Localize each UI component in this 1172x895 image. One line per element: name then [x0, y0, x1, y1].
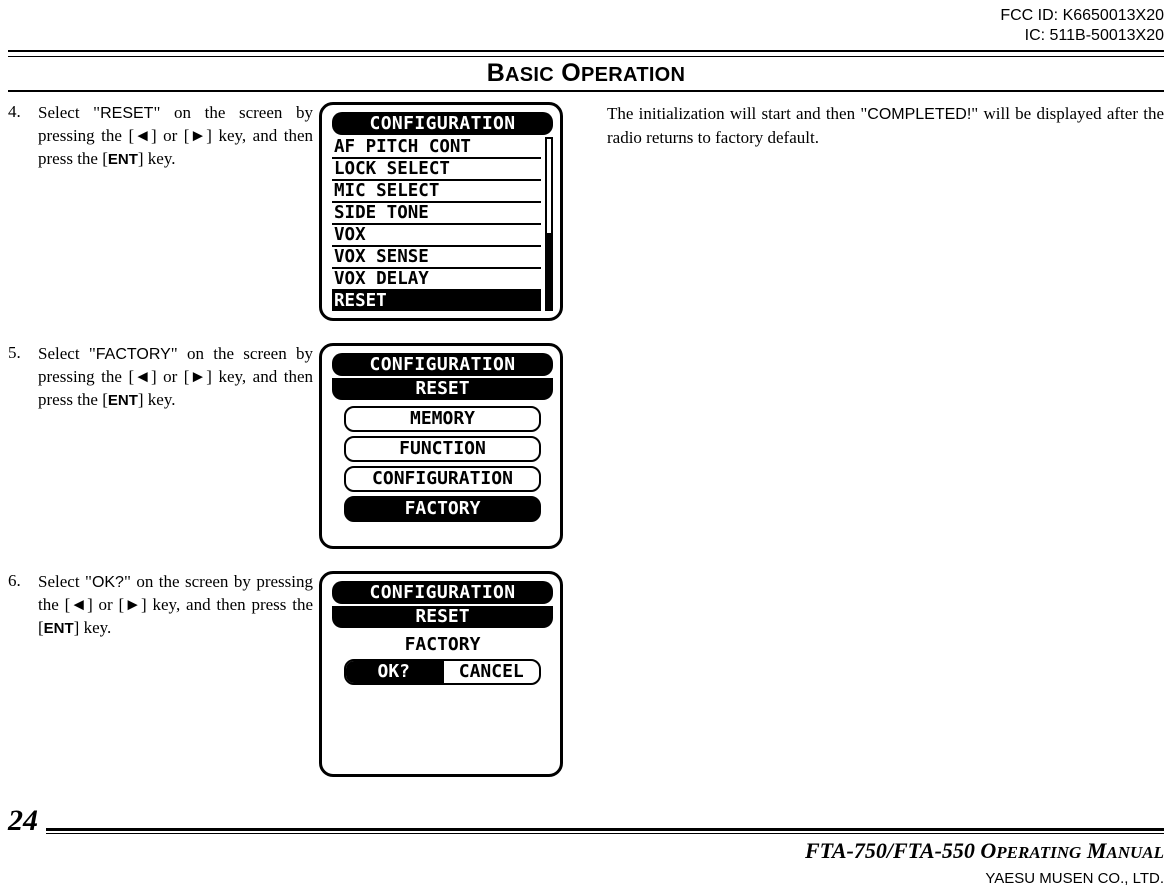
lcd-menu-item: AF PITCH CONT [332, 137, 541, 159]
step-6: 6. Select "OK?" on the screen by pressin… [8, 571, 563, 777]
ic-id: IC: 511B-50013X20 [8, 26, 1164, 46]
right-paragraph: The initialization will start and then "… [607, 102, 1164, 150]
header-ids: FCC ID: K6650013X20 IC: 511B-50013X20 [8, 6, 1164, 46]
lcd-title: CONFIGURATION [332, 353, 553, 376]
lcd-confirm-row: OK? CANCEL [344, 659, 541, 685]
lcd-scrollbar [545, 137, 553, 311]
key-name: ENT [108, 392, 138, 409]
lcd-menu-list: AF PITCH CONTLOCK SELECTMIC SELECTSIDE T… [332, 137, 541, 311]
code: OK? [92, 574, 124, 591]
t: FTA-750/FTA-550 O [805, 838, 996, 863]
chapter-sc1: ASIC [505, 64, 554, 86]
lcd-option: CONFIGURATION [344, 466, 541, 492]
left-arrow-icon: ◄ [134, 367, 151, 386]
t: ] key. [74, 618, 112, 637]
fcc-id: FCC ID: K6650013X20 [8, 6, 1164, 26]
left-arrow-icon: ◄ [70, 595, 87, 614]
left-arrow-icon: ◄ [134, 126, 151, 145]
content-columns: 4. Select "RESET" on the screen by press… [8, 102, 1164, 799]
ok-button: OK? [346, 661, 442, 683]
step-text: Select "OK?" on the screen by pressing t… [38, 571, 313, 777]
lcd-option: FACTORY [344, 496, 541, 522]
key-name: ENT [108, 151, 138, 168]
chapter-cap2: O [554, 59, 581, 87]
lcd-title: CONFIGURATION [332, 581, 553, 604]
t: Select " [38, 572, 92, 591]
lcd-option: FUNCTION [344, 436, 541, 462]
cancel-button: CANCEL [442, 661, 540, 683]
lcd-menu-item: VOX DELAY [332, 269, 541, 291]
t: ] or [ [151, 367, 190, 386]
t: The initialization will start and then " [607, 104, 867, 123]
right-arrow-icon: ► [189, 126, 206, 145]
lcd-menu-item: VOX SENSE [332, 247, 541, 269]
lcd-scroll-thumb [547, 233, 551, 310]
t: ANUAL [1106, 843, 1164, 862]
chapter-title: BASIC OPERATION [8, 50, 1164, 92]
page-footer: 24 FTA-750/FTA-550 OPERATING MANUAL YAES… [8, 806, 1164, 887]
chapter-sc2: PERATION [581, 64, 685, 86]
code: RESET [100, 105, 153, 122]
code: FACTORY [96, 346, 171, 363]
t: PERATING [996, 843, 1081, 862]
lcd-screen-1: CONFIGURATION AF PITCH CONTLOCK SELECTMI… [319, 102, 563, 321]
code: COMPLETED! [867, 106, 971, 123]
lcd-menu-item: VOX [332, 225, 541, 247]
lcd-menu-item: LOCK SELECT [332, 159, 541, 181]
t: Select " [38, 344, 96, 363]
step-text: Select "RESET" on the screen by pressing… [38, 102, 313, 321]
t: M [1081, 838, 1106, 863]
lcd-menu-item: MIC SELECT [332, 181, 541, 203]
lcd-option: MEMORY [344, 406, 541, 432]
step-5: 5. Select "FACTORY" on the screen by pre… [8, 343, 563, 549]
lcd-menu-item: SIDE TONE [332, 203, 541, 225]
lcd-plain-label: FACTORY [332, 634, 553, 655]
page-number: 24 [8, 806, 38, 836]
right-arrow-icon: ► [189, 367, 206, 386]
lcd-subtitle: RESET [332, 606, 553, 628]
company-name: YAESU MUSEN CO., LTD. [8, 870, 1164, 887]
t: Select " [38, 103, 100, 122]
lcd-menu-item: RESET [332, 291, 541, 311]
footer-rule [46, 828, 1164, 834]
lcd-title: CONFIGURATION [332, 112, 553, 135]
step-number: 5. [8, 343, 28, 549]
t: ] key. [138, 149, 176, 168]
right-column: The initialization will start and then "… [607, 102, 1164, 799]
t: ] or [ [87, 595, 124, 614]
key-name: ENT [44, 620, 74, 637]
step-number: 6. [8, 571, 28, 777]
step-text: Select "FACTORY" on the screen by pressi… [38, 343, 313, 549]
right-arrow-icon: ► [124, 595, 141, 614]
lcd-subtitle: RESET [332, 378, 553, 400]
lcd-option-list: MEMORY FUNCTION CONFIGURATION FACTORY [332, 406, 553, 522]
chapter-cap1: B [487, 59, 505, 87]
step-4: 4. Select "RESET" on the screen by press… [8, 102, 563, 321]
lcd-screen-3: CONFIGURATION RESET FACTORY OK? CANCEL [319, 571, 563, 777]
left-column: 4. Select "RESET" on the screen by press… [8, 102, 563, 799]
manual-title: FTA-750/FTA-550 OPERATING MANUAL [8, 838, 1164, 864]
t: ] key. [138, 390, 176, 409]
t: ] or [ [151, 126, 190, 145]
lcd-screen-2: CONFIGURATION RESET MEMORY FUNCTION CONFIG… [319, 343, 563, 549]
step-number: 4. [8, 102, 28, 321]
